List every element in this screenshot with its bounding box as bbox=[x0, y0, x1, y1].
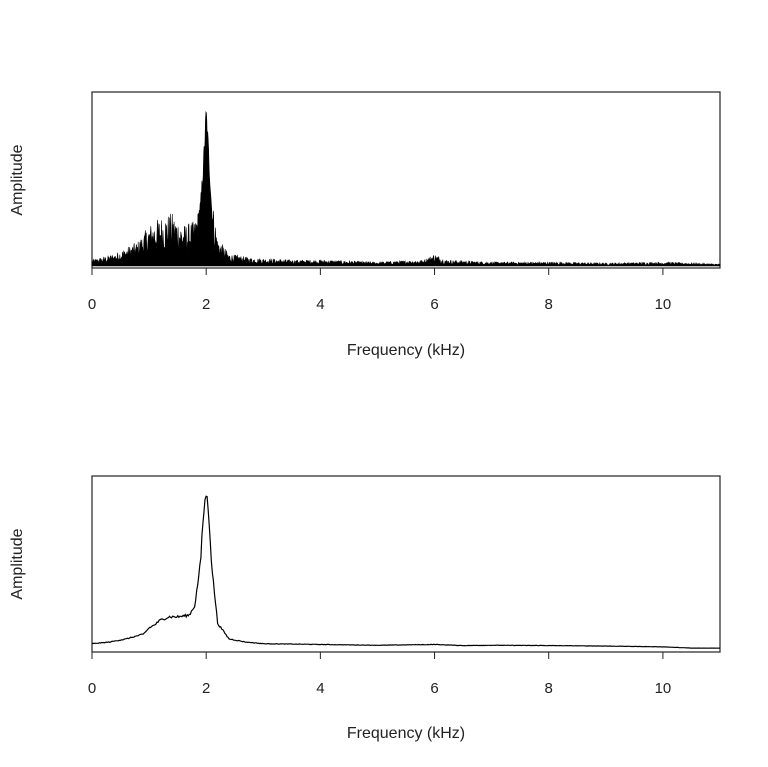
x-tick-label: 10 bbox=[655, 680, 672, 697]
spectrum-panel-top: 0 2 4 6 8 10 Frequency (kHz) Amplitude bbox=[9, 91, 721, 359]
x-tick-label: 10 bbox=[655, 296, 672, 313]
x-tick-label: 4 bbox=[316, 296, 324, 313]
plot-frame bbox=[91, 91, 721, 269]
x-tick-label: 6 bbox=[430, 680, 438, 697]
x-tick-label: 8 bbox=[545, 680, 553, 697]
plot-frame bbox=[91, 475, 721, 653]
x-tick-label: 4 bbox=[316, 680, 324, 697]
y-axis-label: Amplitude bbox=[9, 144, 26, 215]
x-tick-label: 8 bbox=[545, 296, 553, 313]
x-tick-label: 2 bbox=[202, 296, 210, 313]
y-axis-label: Amplitude bbox=[9, 528, 26, 599]
spectrum-panel-bottom: 0 2 4 6 8 10 Frequency (kHz) Amplitude bbox=[9, 475, 721, 742]
x-axis-ticks: 0 2 4 6 8 10 bbox=[88, 268, 671, 313]
x-axis-ticks: 0 2 4 6 8 10 bbox=[88, 652, 671, 697]
x-tick-label: 0 bbox=[88, 680, 96, 697]
x-tick-label: 2 bbox=[202, 680, 210, 697]
spectrum-fill bbox=[91, 110, 721, 267]
x-tick-label: 6 bbox=[430, 296, 438, 313]
x-tick-label: 0 bbox=[88, 296, 96, 313]
spectrum-line bbox=[91, 495, 720, 649]
x-axis-label: Frequency (kHz) bbox=[347, 342, 465, 359]
x-axis-label: Frequency (kHz) bbox=[347, 725, 465, 742]
